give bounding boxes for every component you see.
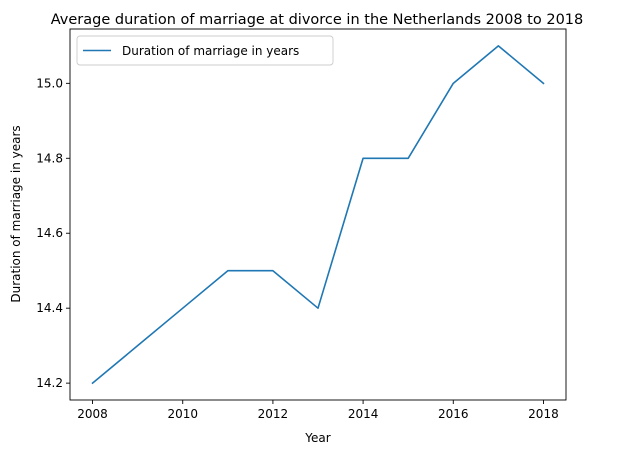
series-line-0 [91, 45, 545, 385]
y-tick-label: 14.8 [36, 151, 63, 165]
y-tick-label: 15.0 [36, 76, 63, 90]
y-axis-ticks: 14.2 14.4 14.6 14.8 15.0 [36, 76, 70, 390]
x-tick-label: 2012 [258, 407, 289, 421]
legend-entry-label: Duration of marriage in years [122, 44, 299, 58]
y-tick-label: 14.6 [36, 226, 63, 240]
x-tick-label: 2018 [528, 407, 559, 421]
y-tick-label: 14.4 [36, 301, 63, 315]
y-tick-label: 14.2 [36, 376, 63, 390]
y-axis-label: Duration of marriage in years [9, 125, 23, 302]
legend: Duration of marriage in years [76, 35, 334, 66]
x-axis-label: Year [304, 431, 330, 445]
x-tick-label: 2016 [438, 407, 469, 421]
x-axis-ticks: 2008 2010 2012 2014 2016 2018 [77, 400, 559, 421]
legend-box [76, 35, 334, 66]
series-lines [91, 45, 545, 385]
x-tick-label: 2014 [348, 407, 379, 421]
plot-frame [69, 28, 567, 401]
x-tick-label: 2008 [77, 407, 108, 421]
chart-title: Average duration of marriage at divorce … [51, 12, 584, 28]
x-tick-label: 2010 [167, 407, 198, 421]
